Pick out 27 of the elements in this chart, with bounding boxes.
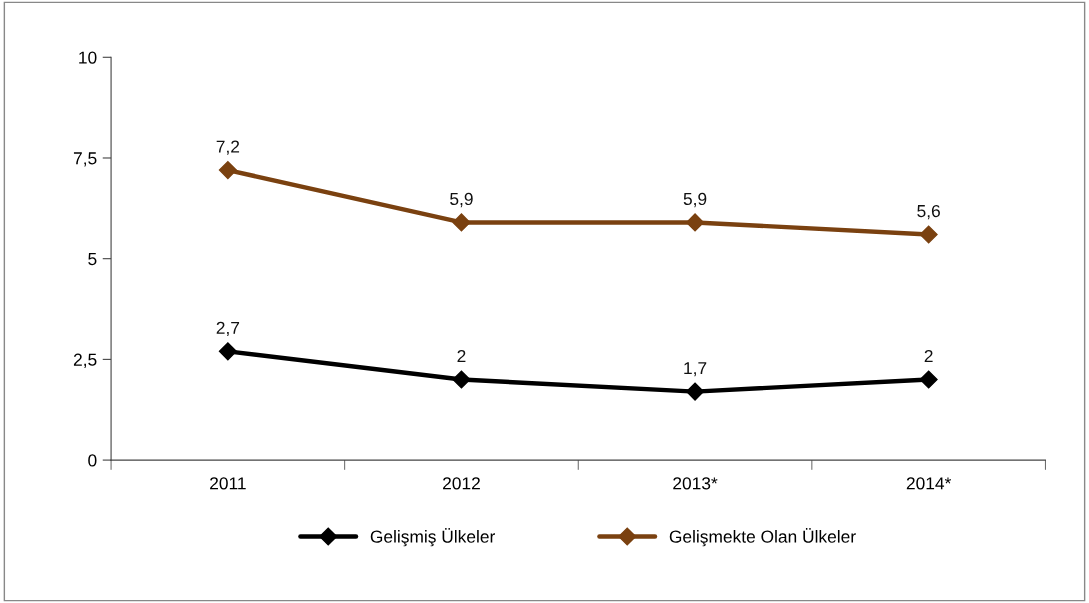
point xyxy=(919,370,938,389)
point xyxy=(452,370,471,389)
x-tick-label: 2014* xyxy=(906,477,952,490)
point xyxy=(218,161,237,180)
data-label: 7,2 xyxy=(216,140,240,155)
data-label: 5,9 xyxy=(450,192,473,208)
point xyxy=(686,213,705,232)
data-label: 2 xyxy=(457,349,466,363)
y-tick-label: 0 xyxy=(88,454,97,467)
y-tick-label: 7,5 xyxy=(73,152,97,167)
legend-label: Gelişmekte Olan Ülkeler xyxy=(669,528,856,547)
x-tick-label: 2012 xyxy=(443,477,480,490)
data-label: 5,9 xyxy=(683,192,707,208)
y-tick-label: 5 xyxy=(88,253,97,266)
point xyxy=(686,382,705,401)
point xyxy=(452,213,471,232)
point xyxy=(919,225,938,244)
data-label: 5,6 xyxy=(917,204,940,220)
x-tick-label: 2011 xyxy=(210,477,246,490)
data-label: 2,7 xyxy=(216,321,240,337)
y-tick-label: 10 xyxy=(79,51,97,64)
point xyxy=(218,342,237,361)
legend-label: Gelişmiş Ülkeler xyxy=(370,528,496,547)
data-label: 2 xyxy=(924,349,933,363)
y-tick-label: 2,5 xyxy=(73,353,97,368)
x-tick-label: 2013* xyxy=(673,477,718,490)
data-label: 1,7 xyxy=(684,362,707,377)
